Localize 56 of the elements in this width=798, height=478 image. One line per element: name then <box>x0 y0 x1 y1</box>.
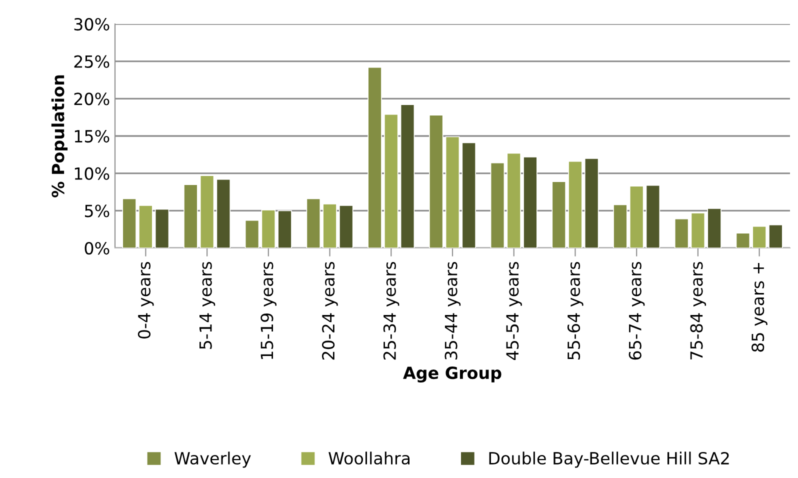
x-tick-label: 55-64 years <box>567 262 584 360</box>
x-tick-label: 15-19 years <box>260 262 276 359</box>
bar <box>339 205 354 248</box>
x-tick-label: 45-54 years <box>506 262 522 360</box>
x-tick-label: 35-44 years <box>444 262 461 360</box>
bar <box>674 218 689 248</box>
bar <box>552 181 566 248</box>
bar <box>613 204 628 248</box>
y-tick-label: 0% <box>84 242 110 255</box>
bar <box>506 152 521 248</box>
y-axis-title: % Population <box>51 75 68 198</box>
y-tick-label: 25% <box>74 55 110 68</box>
bar <box>400 104 415 248</box>
bar <box>244 220 260 248</box>
y-tick-label: 5% <box>84 204 110 218</box>
x-tick-label: 5-14 years <box>199 262 216 349</box>
bar <box>138 205 153 248</box>
x-tick-label: 75-84 years <box>690 262 706 360</box>
x-tick-label: 25-34 years <box>383 262 400 360</box>
bar <box>584 158 599 248</box>
bar <box>368 66 382 248</box>
bar <box>429 114 444 248</box>
bar <box>216 178 231 248</box>
y-tick-label: 15% <box>74 130 110 143</box>
bar <box>384 114 398 248</box>
bar <box>690 212 706 248</box>
bar <box>122 198 136 248</box>
bar <box>736 232 750 248</box>
bar <box>523 156 538 248</box>
bar <box>184 184 198 248</box>
bar <box>462 142 476 248</box>
bar <box>445 136 460 248</box>
x-tick-label: 0-4 years <box>138 262 154 338</box>
x-axis-title: Age Group <box>403 366 502 382</box>
y-tick-label: 10% <box>74 167 110 180</box>
bar <box>154 208 170 248</box>
legend-label: Waverley <box>174 452 251 468</box>
bar <box>707 208 722 248</box>
bar <box>768 224 783 248</box>
legend-label: Woollahra <box>328 452 410 465</box>
bar <box>200 175 214 248</box>
x-tick-label: 20-24 years <box>322 262 338 360</box>
bar <box>322 204 337 248</box>
bar <box>752 226 766 248</box>
x-tick-label: 65-74 years <box>628 262 645 360</box>
legend-label: Double Bay-Bellevue Hill SA2 <box>489 452 729 468</box>
bar <box>261 210 276 248</box>
y-tick-label: 30% <box>74 18 110 31</box>
bar <box>490 162 505 248</box>
bar <box>306 198 321 248</box>
bar <box>646 184 660 248</box>
x-tick-label: 85 years + <box>752 262 768 352</box>
bar <box>568 160 582 248</box>
bar <box>278 210 292 248</box>
y-tick-label: 20% <box>74 92 110 106</box>
bar <box>629 186 644 248</box>
